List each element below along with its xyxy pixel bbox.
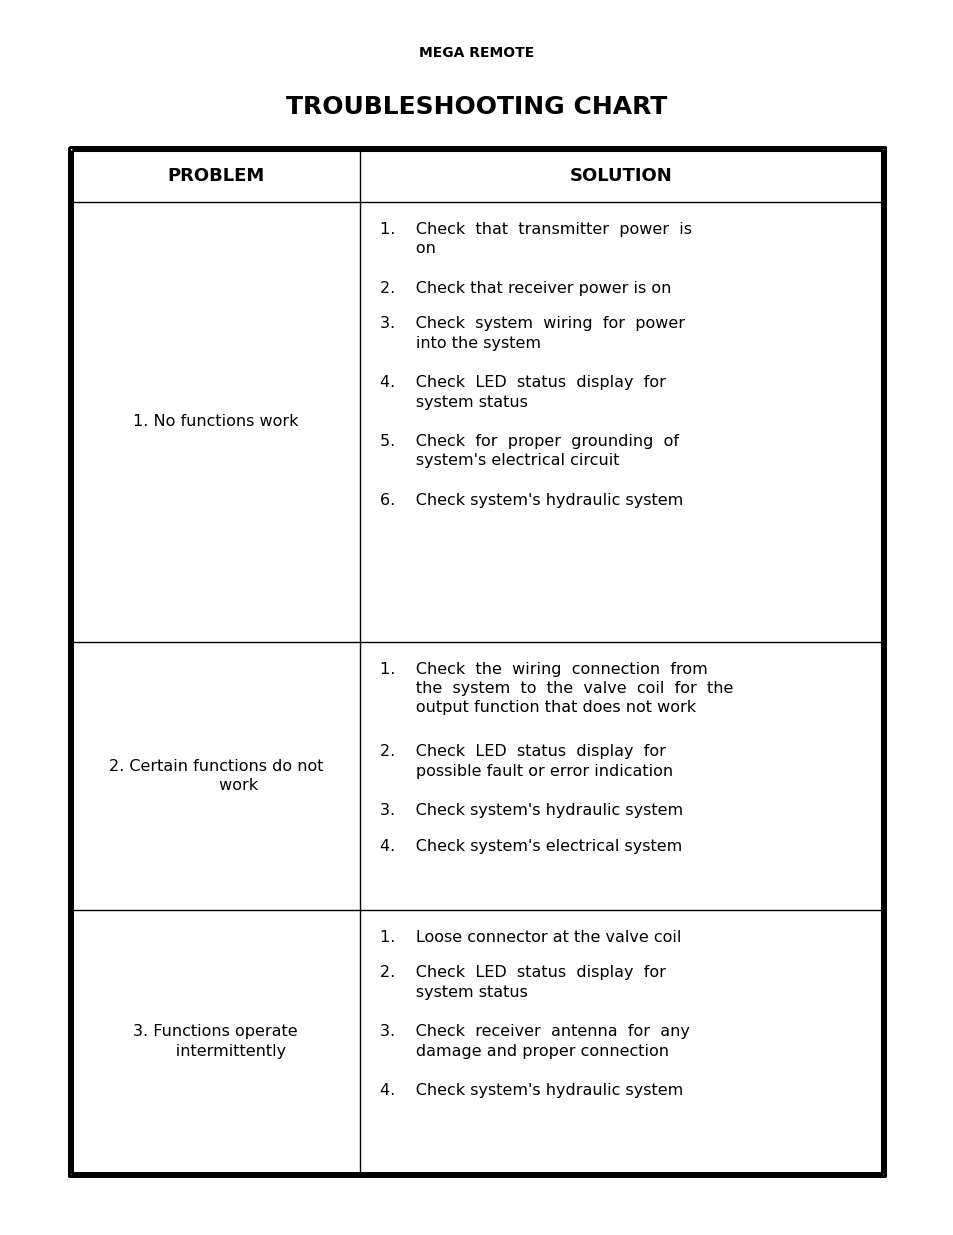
Text: 3. Functions operate
      intermittently: 3. Functions operate intermittently (133, 1024, 297, 1058)
Text: 3.    Check  system  wiring  for  power
       into the system: 3. Check system wiring for power into th… (379, 316, 684, 351)
Text: 6.    Check system's hydraulic system: 6. Check system's hydraulic system (379, 493, 682, 508)
Text: 4.    Check  LED  status  display  for
       system status: 4. Check LED status display for system s… (379, 375, 665, 410)
Text: 2. Certain functions do not
         work: 2. Certain functions do not work (109, 758, 323, 793)
Text: 2.    Check that receiver power is on: 2. Check that receiver power is on (379, 280, 670, 296)
Text: 1.    Loose connector at the valve coil: 1. Loose connector at the valve coil (379, 930, 680, 945)
Text: 2.    Check  LED  status  display  for
       system status: 2. Check LED status display for system s… (379, 966, 665, 999)
Text: 4.    Check system's hydraulic system: 4. Check system's hydraulic system (379, 1083, 682, 1098)
Text: 3.    Check system's hydraulic system: 3. Check system's hydraulic system (379, 803, 682, 819)
Text: SOLUTION: SOLUTION (569, 167, 672, 185)
Text: 2.    Check  LED  status  display  for
       possible fault or error indication: 2. Check LED status display for possible… (379, 745, 672, 778)
Text: 1. No functions work: 1. No functions work (132, 415, 298, 430)
Text: 4.    Check system's electrical system: 4. Check system's electrical system (379, 839, 681, 853)
Text: PROBLEM: PROBLEM (167, 167, 264, 185)
Text: 1.    Check  the  wiring  connection  from
       the  system  to  the  valve  c: 1. Check the wiring connection from the … (379, 662, 732, 715)
Text: 1.    Check  that  transmitter  power  is
       on: 1. Check that transmitter power is on (379, 222, 691, 256)
Text: 5.    Check  for  proper  grounding  of
       system's electrical circuit: 5. Check for proper grounding of system'… (379, 435, 678, 468)
Text: MEGA REMOTE: MEGA REMOTE (419, 46, 534, 61)
Text: 3.    Check  receiver  antenna  for  any
       damage and proper connection: 3. Check receiver antenna for any damage… (379, 1024, 689, 1058)
Text: TROUBLESHOOTING CHART: TROUBLESHOOTING CHART (286, 95, 667, 119)
